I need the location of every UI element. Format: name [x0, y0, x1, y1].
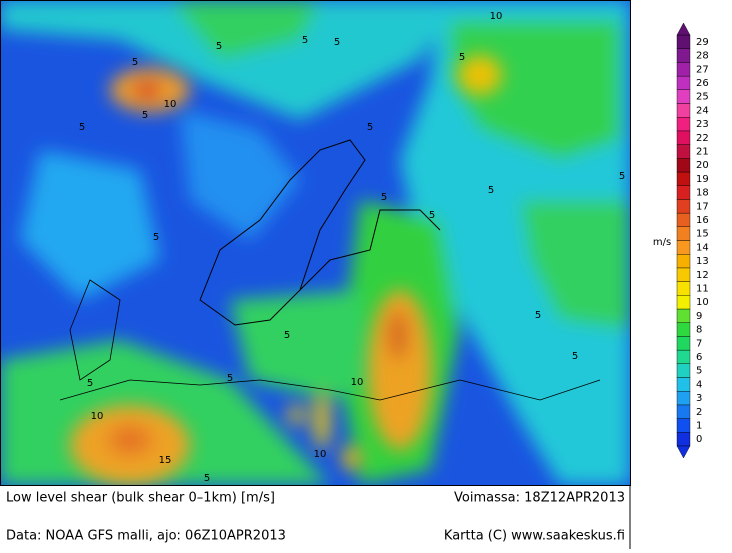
colorbar-swatch — [676, 432, 691, 447]
contour-label: 5 — [216, 41, 222, 52]
colorbar-swatch — [676, 144, 691, 159]
contour-label: 10 — [314, 449, 327, 460]
colorbar-label: 25 — [696, 92, 709, 103]
colorbar-label: 0 — [696, 434, 702, 445]
colorbar-swatch — [676, 212, 691, 228]
contour-label: 5 — [572, 351, 578, 362]
colorbar-swatch — [676, 199, 691, 214]
contour-label: 10 — [91, 411, 104, 422]
contour-label: 10 — [164, 99, 177, 110]
contour-label: 10 — [490, 11, 503, 22]
colorbar-swatch — [676, 158, 691, 173]
contour-label: 15 — [159, 455, 172, 466]
colorbar-label: 20 — [696, 160, 709, 171]
colorbar-label: 22 — [696, 133, 709, 144]
colorbar-label: 19 — [696, 174, 709, 185]
contour-label: 5 — [132, 57, 138, 68]
colorbar-swatch — [676, 267, 691, 282]
colorbar-top-arrow — [676, 22, 691, 36]
colorbar-label: 15 — [696, 229, 709, 240]
colorbar-swatch — [676, 75, 691, 90]
colorbar-label: 18 — [696, 188, 709, 199]
contour-label: 5 — [459, 52, 465, 63]
colorbar-swatch — [676, 253, 691, 269]
footer-title: Low level shear (bulk shear 0–1km) [m/s] — [6, 491, 275, 506]
colorbar-swatch — [676, 377, 691, 392]
contour-label: 5 — [142, 110, 148, 121]
colorbar-swatch — [676, 62, 691, 77]
colorbar-label: 29 — [696, 37, 709, 48]
colorbar-label: 6 — [696, 352, 702, 363]
contour-label: 5 — [334, 37, 340, 48]
colorbar-swatch — [676, 130, 691, 145]
colorbar-label: 10 — [696, 297, 709, 308]
colorbar-label: 17 — [696, 201, 709, 212]
colorbar-swatch — [676, 171, 691, 186]
colorbar-label: 27 — [696, 64, 709, 75]
colorbar-label: 1 — [696, 420, 702, 431]
colorbar-bottom-arrow — [676, 445, 691, 459]
contour-label: 5 — [429, 210, 435, 221]
colorbar-label: 21 — [696, 146, 709, 157]
colorbar-label: 12 — [696, 270, 709, 281]
colorbar-label: 16 — [696, 215, 709, 226]
contour-label: 5 — [381, 192, 387, 203]
colorbar-label: 8 — [696, 325, 702, 336]
colorbar-swatch — [676, 322, 691, 337]
colorbar-swatch — [676, 308, 691, 323]
colorbar-label: 24 — [696, 105, 709, 116]
contour-labels: 5 5 10 5 5 5 5 5 5 10 5 5 5 5 5 5 5 5 5 … — [79, 11, 625, 484]
footer-valid: Voimassa: 18Z12APR2013 — [454, 491, 625, 506]
colorbar-label: 23 — [696, 119, 709, 130]
colorbar-swatch — [676, 89, 691, 104]
contour-label: 5 — [535, 310, 541, 321]
colorbar-label: 28 — [696, 51, 709, 62]
colorbar-swatch — [676, 226, 691, 241]
contour-label: 5 — [619, 171, 625, 182]
colorbar: m/s 012345678910111213141516171819202122… — [653, 22, 709, 459]
colorbar-swatch — [676, 349, 691, 365]
footer-source: Data: NOAA GFS malli, ajo: 06Z10APR2013 — [6, 529, 286, 544]
colorbar-label: 4 — [696, 379, 702, 390]
colorbar-swatch — [676, 363, 691, 378]
footer-credit: Kartta (C) www.saakeskus.fi — [444, 529, 625, 544]
colorbar-swatch — [676, 418, 691, 433]
colorbar-swatch — [676, 391, 691, 406]
colorbar-swatch — [676, 185, 691, 200]
map-field: 5 5 10 5 5 5 5 5 5 10 5 5 5 5 5 5 5 5 5 … — [0, 0, 630, 485]
contour-label: 5 — [367, 122, 373, 133]
colorbar-label: 13 — [696, 256, 709, 267]
colorbar-swatch — [676, 103, 691, 118]
colorbar-label: 5 — [696, 366, 702, 377]
colorbar-label: 11 — [696, 283, 709, 294]
colorbar-swatch — [676, 404, 691, 419]
colorbar-swatch — [676, 295, 691, 310]
colorbar-swatch — [676, 34, 691, 49]
colorbar-swatch — [676, 336, 691, 351]
colorbar-label: 3 — [696, 393, 702, 404]
colorbar-swatch — [676, 116, 691, 132]
colorbar-swatch — [676, 281, 691, 296]
colorbar-label: 7 — [696, 338, 702, 349]
colorbar-label: 26 — [696, 78, 709, 89]
colorbar-unit: m/s — [653, 237, 671, 248]
contour-label: 5 — [302, 35, 308, 46]
colorbar-label: 2 — [696, 407, 702, 418]
contour-label: 5 — [488, 185, 494, 196]
colorbar-label: 9 — [696, 311, 702, 322]
colorbar-swatch — [676, 240, 691, 255]
contour-label: 5 — [227, 373, 233, 384]
contour-label: 5 — [204, 473, 210, 484]
map-frame — [0, 0, 631, 486]
contour-label: 10 — [351, 377, 364, 388]
colorbar-label: 14 — [696, 242, 709, 253]
contour-label: 5 — [153, 232, 159, 243]
colorbar-swatch — [676, 48, 691, 63]
contour-label: 5 — [79, 122, 85, 133]
contour-label: 5 — [87, 378, 93, 389]
contour-label: 5 — [284, 330, 290, 341]
